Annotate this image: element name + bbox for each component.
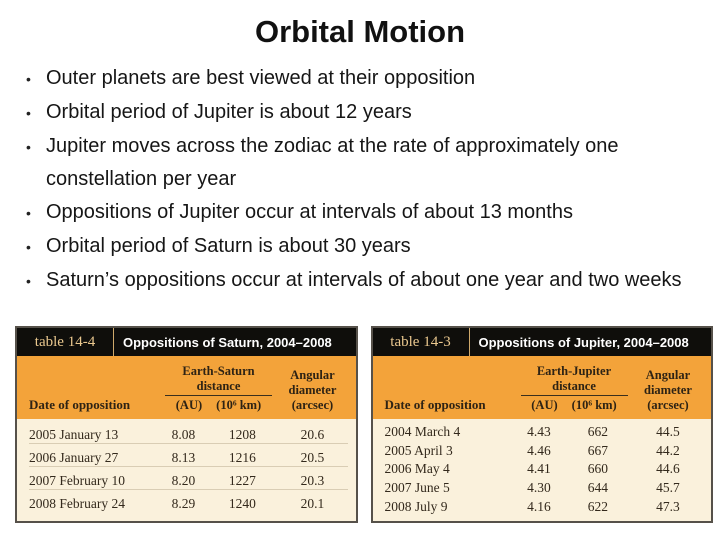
cell-km: 644 bbox=[587, 480, 608, 496]
table-row: 2005 April 3 4.46 667 44.2 bbox=[385, 443, 704, 459]
bullet-text: Orbital period of Jupiter is about 12 ye… bbox=[46, 101, 412, 123]
cell-au: 8.20 bbox=[171, 473, 196, 488]
bullet-text: Saturn’s oppositions occur at intervals … bbox=[46, 269, 682, 291]
cell-km: 662 bbox=[587, 423, 608, 439]
cell-km: 1240 bbox=[228, 496, 256, 511]
bullet-icon: • bbox=[26, 105, 31, 121]
cell-date: 2004 March 4 bbox=[384, 423, 461, 439]
table-row: 2006 January 27 8.13 1216 20.5 bbox=[29, 450, 348, 467]
bullet-text: Outer planets are best viewed at their o… bbox=[46, 67, 476, 89]
cell-arcsec: 20.3 bbox=[300, 473, 325, 488]
cell-arcsec: 20.1 bbox=[300, 496, 325, 511]
column-header-angular: Angular diameter (arcsec) bbox=[644, 368, 692, 412]
column-header-km: (10⁶ km) bbox=[571, 398, 617, 412]
jupiter-table-title: Oppositions of Jupiter, 2004–2008 bbox=[478, 334, 689, 350]
cell-date: 2005 April 3 bbox=[384, 442, 453, 458]
column-header-km: (10⁶ km) bbox=[216, 398, 262, 412]
table-row: 2008 February 24 8.29 1240 20.1 bbox=[29, 496, 348, 512]
cell-au: 8.08 bbox=[171, 427, 196, 442]
bullet-item: • Orbital period of Saturn is about 30 y… bbox=[26, 230, 702, 264]
column-header-distance: Earth-Jupiter distance bbox=[520, 364, 628, 396]
cell-date: 2008 February 24 bbox=[29, 496, 125, 511]
cell-arcsec: 47.3 bbox=[656, 499, 680, 515]
column-header-au: (AU) bbox=[175, 398, 203, 412]
bullet-icon: • bbox=[26, 71, 31, 87]
cell-arcsec: 20.6 bbox=[300, 427, 325, 442]
bullet-item: • Outer planets are best viewed at their… bbox=[26, 62, 702, 96]
cell-date: 2007 February 10 bbox=[29, 473, 125, 488]
table-row: 2007 February 10 8.20 1227 20.3 bbox=[29, 473, 348, 490]
bullet-text: Jupiter moves across the zodiac at the r… bbox=[46, 135, 619, 190]
cell-au: 4.30 bbox=[527, 480, 551, 496]
cell-au: 8.29 bbox=[171, 496, 196, 511]
cell-date: 2006 January 27 bbox=[29, 450, 119, 465]
cell-arcsec: 20.5 bbox=[300, 450, 325, 465]
cell-km: 660 bbox=[587, 461, 608, 477]
jupiter-table-header: Date of opposition Earth-Jupiter distanc… bbox=[372, 356, 711, 419]
cell-arcsec: 44.2 bbox=[656, 442, 680, 458]
table-row: 2004 March 4 4.43 662 44.5 bbox=[385, 424, 704, 440]
bullet-item: • Orbital period of Jupiter is about 12 … bbox=[26, 96, 702, 130]
cell-date: 2008 July 9 bbox=[384, 499, 448, 515]
cell-date: 2007 June 5 bbox=[384, 480, 450, 496]
column-header-distance: Earth-Saturn distance bbox=[165, 364, 272, 396]
table-row: 2008 July 9 4.16 622 47.3 bbox=[385, 499, 704, 515]
cell-km: 1227 bbox=[228, 473, 256, 488]
column-header-distance-units: (AU) (10⁶ km) bbox=[176, 398, 261, 413]
bullet-icon: • bbox=[26, 239, 31, 255]
bullet-icon: • bbox=[26, 205, 31, 221]
saturn-table-titlebar: table 14-4 Oppositions of Saturn, 2004–2… bbox=[17, 328, 356, 356]
cell-km: 1208 bbox=[228, 427, 256, 442]
bullet-icon: • bbox=[26, 273, 31, 289]
table-row: 2006 May 4 4.41 660 44.6 bbox=[385, 461, 704, 477]
bullet-item: • Saturn’s oppositions occur at interval… bbox=[26, 264, 702, 298]
cell-arcsec: 45.7 bbox=[656, 480, 680, 496]
bullet-text: Oppositions of Jupiter occur at interval… bbox=[46, 201, 573, 223]
column-header-date: Date of opposition bbox=[384, 397, 486, 412]
table-row: 2005 January 13 8.08 1208 20.6 bbox=[29, 427, 348, 444]
jupiter-table-titlebar: table 14-3 Oppositions of Jupiter, 2004–… bbox=[372, 328, 711, 356]
column-header-date: Date of opposition bbox=[29, 397, 131, 412]
column-header-angular: Angular diameter (arcsec) bbox=[288, 368, 337, 412]
saturn-table-title: Oppositions of Saturn, 2004–2008 bbox=[123, 334, 332, 350]
table-row: 2007 June 5 4.30 644 45.7 bbox=[385, 480, 704, 496]
saturn-oppositions-table: table 14-4 Oppositions of Saturn, 2004–2… bbox=[15, 326, 358, 523]
cell-au: 8.13 bbox=[171, 450, 196, 465]
cell-km: 667 bbox=[587, 442, 608, 458]
column-header-distance-group: Earth-Saturn distance (AU) (10⁶ km) bbox=[160, 360, 278, 413]
bullet-text: Orbital period of Saturn is about 30 yea… bbox=[46, 235, 411, 257]
cell-au: 4.41 bbox=[527, 461, 551, 477]
jupiter-table-number: table 14-3 bbox=[373, 328, 470, 356]
bullet-icon: • bbox=[26, 139, 31, 155]
cell-arcsec: 44.5 bbox=[656, 423, 680, 439]
tables-row: table 14-4 Oppositions of Saturn, 2004–2… bbox=[15, 326, 713, 523]
cell-km: 1216 bbox=[228, 450, 256, 465]
cell-arcsec: 44.6 bbox=[656, 461, 680, 477]
column-header-au: (AU) bbox=[531, 398, 558, 412]
saturn-table-number: table 14-4 bbox=[17, 328, 114, 356]
cell-km: 622 bbox=[587, 499, 608, 515]
cell-date: 2005 January 13 bbox=[29, 427, 119, 442]
cell-au: 4.16 bbox=[527, 499, 551, 515]
saturn-table-header: Date of opposition Earth-Saturn distance… bbox=[17, 356, 356, 419]
column-header-distance-group: Earth-Jupiter distance (AU) (10⁶ km) bbox=[515, 360, 633, 413]
bullet-item: • Jupiter moves across the zodiac at the… bbox=[26, 130, 702, 196]
page-title: Orbital Motion bbox=[254, 14, 466, 49]
jupiter-table-body: 2004 March 4 4.43 662 44.5 2005 April 3 … bbox=[373, 419, 712, 521]
jupiter-oppositions-table: table 14-3 Oppositions of Jupiter, 2004–… bbox=[370, 326, 713, 523]
cell-au: 4.43 bbox=[527, 423, 551, 439]
bullet-list: • Outer planets are best viewed at their… bbox=[26, 62, 702, 298]
saturn-table-body: 2005 January 13 8.08 1208 20.6 2006 Janu… bbox=[17, 419, 356, 521]
bullet-item: • Oppositions of Jupiter occur at interv… bbox=[26, 196, 702, 230]
cell-date: 2006 May 4 bbox=[384, 461, 450, 477]
cell-au: 4.46 bbox=[527, 442, 551, 458]
column-header-distance-units: (AU) (10⁶ km) bbox=[531, 398, 616, 413]
